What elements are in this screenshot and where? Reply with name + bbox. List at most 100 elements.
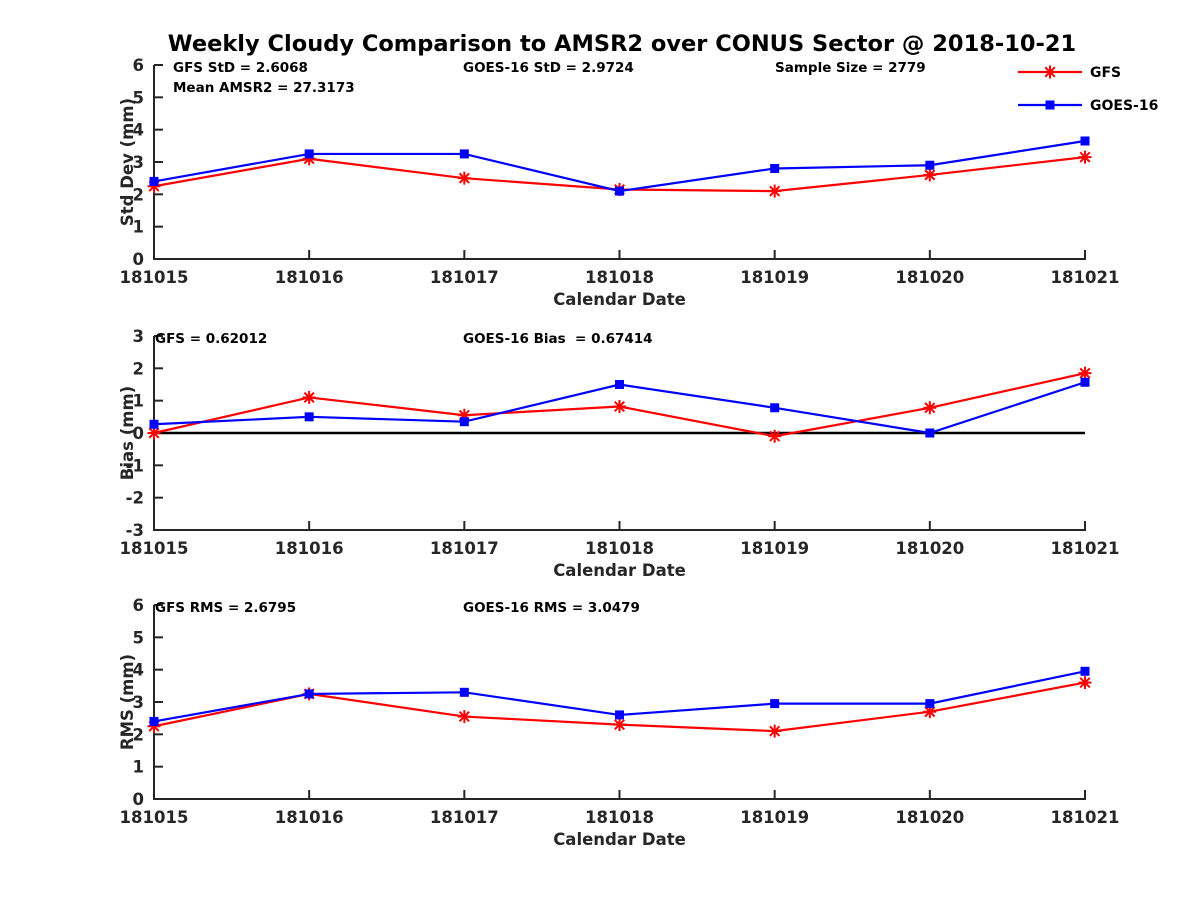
y-tick-label: 1: [133, 758, 144, 777]
y-tick-label: -3: [126, 521, 144, 540]
y-tick-label: 0: [133, 790, 144, 809]
goes-16-series-marker: [459, 149, 469, 159]
x-tick-label: 181018: [585, 539, 654, 558]
y-axis-label: Bias (mm): [118, 386, 137, 480]
y-tick-label: 2: [133, 185, 144, 204]
goes-16-series-marker: [1080, 666, 1090, 676]
gfs-series-marker: [1078, 150, 1092, 164]
x-tick-label: 181016: [275, 268, 344, 287]
x-tick-label: 181021: [1051, 808, 1120, 827]
gfs-series-marker: [613, 718, 626, 732]
gfs-series-marker: [302, 390, 316, 404]
x-tick-label: 181020: [895, 268, 964, 287]
gfs-series-marker: [768, 724, 782, 738]
y-tick-label: 4: [133, 661, 144, 680]
y-tick-label: 6: [133, 56, 144, 75]
stat-annotation: GFS StD = 2.6068: [173, 60, 308, 76]
goes-16-series-marker: [925, 428, 935, 438]
stat-annotation: GOES-16 RMS = 3.0479: [463, 600, 640, 616]
gfs-series-marker: [457, 710, 471, 724]
legend-goes-16-marker: [1045, 100, 1055, 110]
y-tick-label: 0: [133, 250, 144, 269]
goes-16-series-marker: [770, 403, 780, 413]
y-tick-label: 5: [133, 88, 144, 107]
legend-gfs-marker: [1043, 65, 1057, 79]
goes-16-series-marker: [925, 699, 935, 709]
y-tick-label: 3: [133, 153, 144, 172]
x-tick-label: 181018: [585, 808, 654, 827]
x-tick-label: 181021: [1051, 539, 1120, 558]
y-tick-label: 1: [133, 218, 144, 237]
x-tick-label: 181019: [740, 539, 809, 558]
goes-16-series-marker: [1080, 377, 1090, 387]
goes-16-series-marker: [149, 419, 159, 429]
gfs-series-marker: [1078, 366, 1092, 380]
goes-16-series-marker: [304, 412, 314, 422]
x-tick-label: 181020: [895, 539, 964, 558]
x-tick-label: 181015: [120, 268, 189, 287]
y-tick-label: 2: [133, 359, 144, 378]
goes-16-series-marker: [1080, 136, 1090, 146]
rms-chart: 0 1 2 3 4 5 6 181015 181016 181017 181018 181019 181…: [118, 596, 1120, 849]
y-tick-label: 3: [133, 327, 144, 346]
stat-annotation: GOES-16 StD = 2.9724: [463, 60, 634, 76]
y-axis-label: RMS (mm): [118, 654, 137, 750]
legend-entry: GFS: [1018, 65, 1121, 81]
x-axis-label: Calendar Date: [553, 830, 686, 849]
y-tick-label: 0: [133, 424, 144, 443]
x-tick-label: 181015: [120, 808, 189, 827]
gfs-series-marker: [1078, 676, 1092, 690]
x-tick-label: 181015: [120, 539, 189, 558]
goes-16-series-marker: [770, 163, 780, 173]
y-tick-label: -2: [126, 489, 144, 508]
goes-16-series-marker: [304, 149, 314, 159]
y-axis-label: Std Dev (mm): [118, 98, 137, 226]
x-axis-label: Calendar Date: [553, 561, 686, 580]
stat-annotation: GFS = 0.62012: [155, 331, 267, 347]
x-tick-label: 181017: [430, 539, 499, 558]
y-tick-label: 5: [133, 628, 144, 647]
chart-title: Weekly Cloudy Comparison to AMSR2 over C…: [167, 31, 1077, 57]
goes-16-series-marker: [615, 710, 624, 720]
y-tick-label: -1: [126, 456, 144, 475]
x-tick-label: 181018: [585, 268, 654, 287]
x-tick-label: 181017: [430, 808, 499, 827]
goes-16-series-marker: [615, 186, 624, 196]
x-tick-label: 181020: [895, 808, 964, 827]
stat-annotation: Sample Size = 2779: [775, 60, 926, 76]
x-axis-label: Calendar Date: [553, 290, 686, 309]
gfs-series-marker: [768, 429, 782, 443]
stat-annotation: GFS RMS = 2.6795: [155, 600, 296, 616]
x-tick-label: 181017: [430, 268, 499, 287]
y-tick-label: 6: [133, 596, 144, 615]
bias-chart: -3 -2 -1 0 1 2 3 181015 181016 181017 181018 181019…: [118, 327, 1120, 580]
legend-entry: GOES-16: [1018, 98, 1158, 114]
legend-label: GOES-16: [1090, 98, 1158, 114]
goes-16-series-marker: [770, 699, 780, 709]
gfs-series-marker: [457, 171, 471, 185]
gfs-series-marker: [923, 168, 937, 182]
goes-16-series-marker: [149, 176, 159, 186]
x-tick-label: 181019: [740, 268, 809, 287]
y-tick-label: 3: [133, 693, 144, 712]
goes-16-series-marker: [459, 417, 469, 427]
goes-16-series-marker: [615, 380, 624, 389]
goes-16-series-marker: [149, 716, 159, 726]
y-tick-label: 4: [133, 121, 144, 140]
x-tick-label: 181016: [275, 808, 344, 827]
gfs-series-marker: [768, 184, 782, 198]
legend-label: GFS: [1090, 65, 1121, 81]
stat-annotation: GOES-16 Bias = 0.67414: [463, 331, 653, 347]
stat-annotation: Mean AMSR2 = 27.3173: [173, 80, 355, 96]
x-tick-label: 181016: [275, 539, 344, 558]
goes-16-series-marker: [304, 689, 314, 699]
x-tick-label: 181021: [1051, 268, 1120, 287]
std-dev-chart: 0 1 2 3 4 5 6 181015 181016 181017 181018 181019 181…: [118, 56, 1158, 309]
goes-16-series-marker: [925, 160, 935, 170]
y-tick-label: 1: [133, 392, 144, 411]
gfs-series-marker: [613, 399, 626, 413]
x-tick-label: 181019: [740, 808, 809, 827]
goes-16-series-marker: [459, 687, 469, 697]
y-tick-label: 2: [133, 725, 144, 744]
